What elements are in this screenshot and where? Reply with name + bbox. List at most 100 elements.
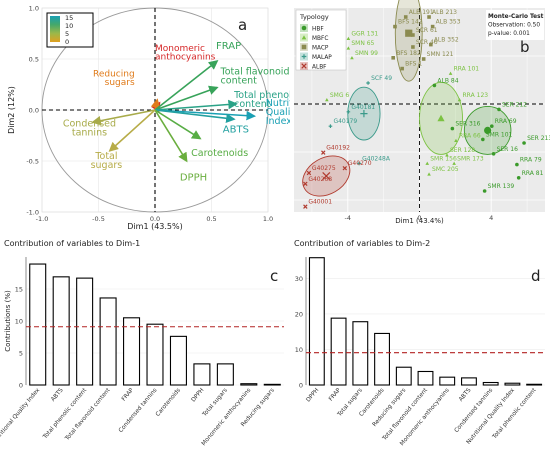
legend-entry: ALBF — [312, 64, 327, 70]
point-label: GGR 131 — [351, 31, 378, 38]
data-point — [430, 24, 435, 29]
y-tick-label: 15 — [15, 286, 23, 294]
legend-marker — [301, 44, 307, 50]
point-label: SMR 156 — [430, 155, 457, 162]
data-point — [357, 161, 361, 166]
variable-label: DPPH — [180, 172, 207, 183]
panel-letter: b — [520, 38, 530, 56]
x-axis-label: Dim1 (43.4%) — [395, 217, 444, 225]
x-tick-label: 1.0 — [263, 215, 273, 223]
point-label: SCR 61 — [416, 27, 438, 34]
contribution-bar — [439, 376, 456, 386]
point-label: BFS 182 — [396, 50, 421, 57]
variable-label: Total sugars — [91, 151, 123, 171]
variable-label: FRAP — [216, 41, 241, 52]
y-tick-label: 10 — [295, 346, 303, 354]
data-point — [450, 126, 455, 131]
data-point — [452, 161, 456, 165]
legend-entry: MBFC — [312, 36, 328, 42]
data-point — [427, 15, 431, 19]
point-label: ALB 213 — [432, 9, 457, 16]
data-point — [346, 36, 351, 41]
data-point — [325, 98, 329, 102]
variable-label: Total flavonoid content — [220, 66, 290, 86]
variable-arrow — [154, 85, 219, 111]
variable-arrow — [150, 98, 161, 111]
variable-arrow — [91, 109, 156, 126]
variable-arrow — [154, 109, 236, 124]
contribution-bar — [76, 277, 94, 386]
contribution-bar — [308, 257, 325, 386]
variable-arrow — [154, 109, 257, 121]
x-tick-label: -0.5 — [92, 215, 105, 223]
data-point — [481, 137, 485, 142]
data-point — [342, 165, 348, 171]
contribution-bar — [169, 335, 187, 386]
category-label: ABTS — [458, 387, 473, 403]
chart-title: Contribution of variables to Dim-1 — [4, 239, 140, 248]
contribution-bar — [374, 332, 390, 386]
category-label: FRAP — [121, 387, 135, 402]
data-point — [491, 152, 496, 156]
point-label: RRA 101 — [454, 65, 480, 72]
y-tick-label: 30 — [295, 275, 303, 283]
point-label: SMN 121 — [427, 51, 454, 58]
data-point — [366, 81, 370, 85]
data-point — [427, 172, 431, 176]
point-label: ALB 84 — [437, 77, 458, 84]
point-label: RRA 79 — [520, 157, 542, 164]
category-label: Monomeric anthocyanins — [201, 387, 252, 447]
data-point — [497, 107, 501, 112]
legend-entry: MACP — [312, 45, 329, 51]
group-centroid — [322, 171, 331, 181]
x-tick-label: 4 — [489, 214, 493, 222]
data-point — [429, 42, 433, 47]
panel-letter: d — [531, 267, 541, 285]
data-point — [393, 24, 397, 29]
group-centroid — [484, 126, 492, 134]
point-label: BFS 142 — [398, 19, 423, 26]
y-tick-label: 10 — [15, 318, 23, 326]
data-point — [448, 71, 453, 75]
y-tick-label: 5 — [19, 350, 23, 358]
data-point — [303, 181, 308, 187]
legend-label: 15 — [65, 14, 73, 22]
point-label: RRA 123 — [463, 92, 489, 99]
contribution-bar — [461, 377, 477, 386]
variable-label: Reducing sugars — [93, 69, 135, 88]
data-point — [350, 56, 354, 60]
variable-label: ABTS — [223, 124, 249, 135]
panel-b: -4 0 4 Dim1 (43.4%) ALB 191 ALB 213 BFS 142 ALB… — [290, 0, 550, 235]
point-label: SER 316 — [455, 121, 480, 128]
legend-label: 5 — [65, 30, 69, 38]
category-label: Condensed tannins — [454, 387, 494, 434]
panel-a: -1.0 -0.5 0.0 0.5 1.0 -1.0 -0.5 0.0 0.5 1.0 Monome… — [0, 0, 316, 235]
contribution-bar — [146, 323, 164, 386]
point-label: SMG 6 — [330, 92, 350, 99]
contribution-bar — [52, 276, 70, 386]
group-centroid — [360, 110, 368, 118]
category-label: Total flavonoid content — [64, 387, 112, 443]
annotation-line: Monte-Carlo Test — [488, 14, 544, 20]
point-label: G40275 — [312, 165, 336, 172]
data-point — [516, 176, 521, 180]
legend-marker — [301, 25, 307, 31]
legend-colorbar — [50, 16, 60, 42]
data-point — [515, 162, 519, 167]
variable-arrow — [108, 109, 156, 152]
data-point — [346, 110, 351, 114]
point-label: ALB 353 — [436, 19, 461, 26]
point-label: SER 213 — [527, 135, 550, 142]
data-point — [432, 83, 437, 88]
point-label: SER 212 — [502, 101, 527, 108]
data-point — [482, 189, 487, 193]
contribution-bar — [29, 263, 47, 386]
legend-entry: MALAP — [312, 55, 332, 61]
x-tick-label: -1.0 — [36, 215, 49, 223]
contribution-bar — [330, 317, 347, 386]
contribution-bar — [263, 383, 281, 386]
x-tick-label: 0 — [417, 214, 421, 222]
dim1-contribution-chart: Contribution of variables to Dim-1 0 5 10 15… — [0, 239, 284, 447]
legend-marker — [301, 54, 307, 59]
